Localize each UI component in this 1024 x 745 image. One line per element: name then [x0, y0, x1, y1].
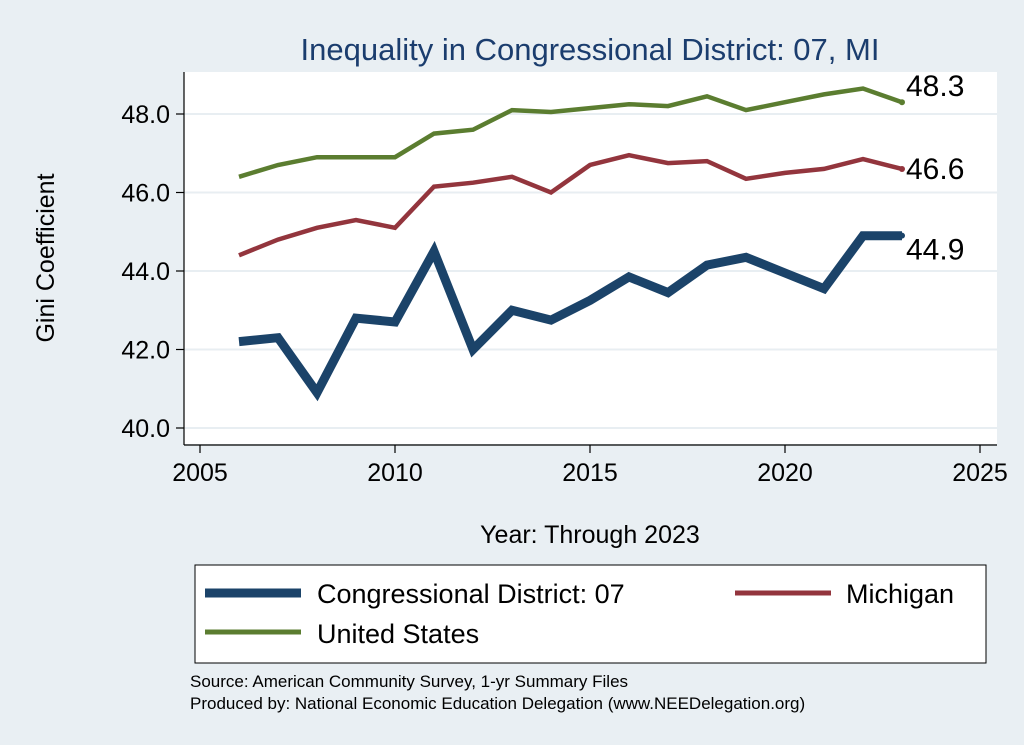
series-lines — [238, 86, 903, 402]
legend-box — [194, 564, 987, 664]
series-line-michigan — [238, 152, 903, 258]
y-tick-label: 46.0 — [121, 180, 170, 208]
x-tick-label: 2010 — [367, 459, 423, 487]
end-label-district: 44.9 — [906, 234, 964, 267]
series-line-district — [238, 231, 902, 402]
chart-title: Inequality in Congressional District: 07… — [301, 32, 880, 67]
source-note: Source: American Community Survey, 1-yr … — [190, 672, 628, 691]
plot-area — [184, 72, 997, 444]
x-axis-ticks: 2005 2010 2015 2020 2025 — [172, 445, 1008, 487]
x-tick-label: 2015 — [562, 459, 618, 487]
x-tick-label: 2025 — [952, 459, 1008, 487]
grid-lines — [184, 113, 997, 429]
y-tick-label: 42.0 — [121, 337, 170, 365]
x-tick-label: 2020 — [757, 459, 813, 487]
producer-note: Produced by: National Economic Education… — [190, 694, 805, 713]
series-line-united-states — [238, 86, 903, 179]
end-label-michigan: 46.6 — [906, 153, 964, 186]
end-labels: 48.3 46.6 44.9 — [899, 70, 964, 267]
y-tick-label: 48.0 — [121, 101, 170, 129]
series-end-point-district — [899, 232, 905, 239]
series-end-point-michigan — [899, 165, 905, 172]
y-tick-label: 40.0 — [121, 415, 170, 443]
series-end-point-united-states — [899, 99, 905, 106]
y-axis-ticks: 40.0 42.0 44.0 46.0 48.0 — [121, 101, 184, 443]
legend-label-united-states: United States — [317, 619, 479, 649]
legend: Congressional District: 07 Michigan Unit… — [194, 564, 987, 664]
end-label-united-states: 48.3 — [906, 70, 964, 103]
legend-label-michigan: Michigan — [846, 579, 954, 609]
y-axis-title: Gini Coefficient — [32, 173, 60, 342]
legend-label-district: Congressional District: 07 — [317, 579, 625, 609]
y-tick-label: 44.0 — [121, 258, 170, 286]
x-tick-label: 2005 — [172, 459, 228, 487]
x-axis-title: Year: Through 2023 — [480, 521, 700, 549]
